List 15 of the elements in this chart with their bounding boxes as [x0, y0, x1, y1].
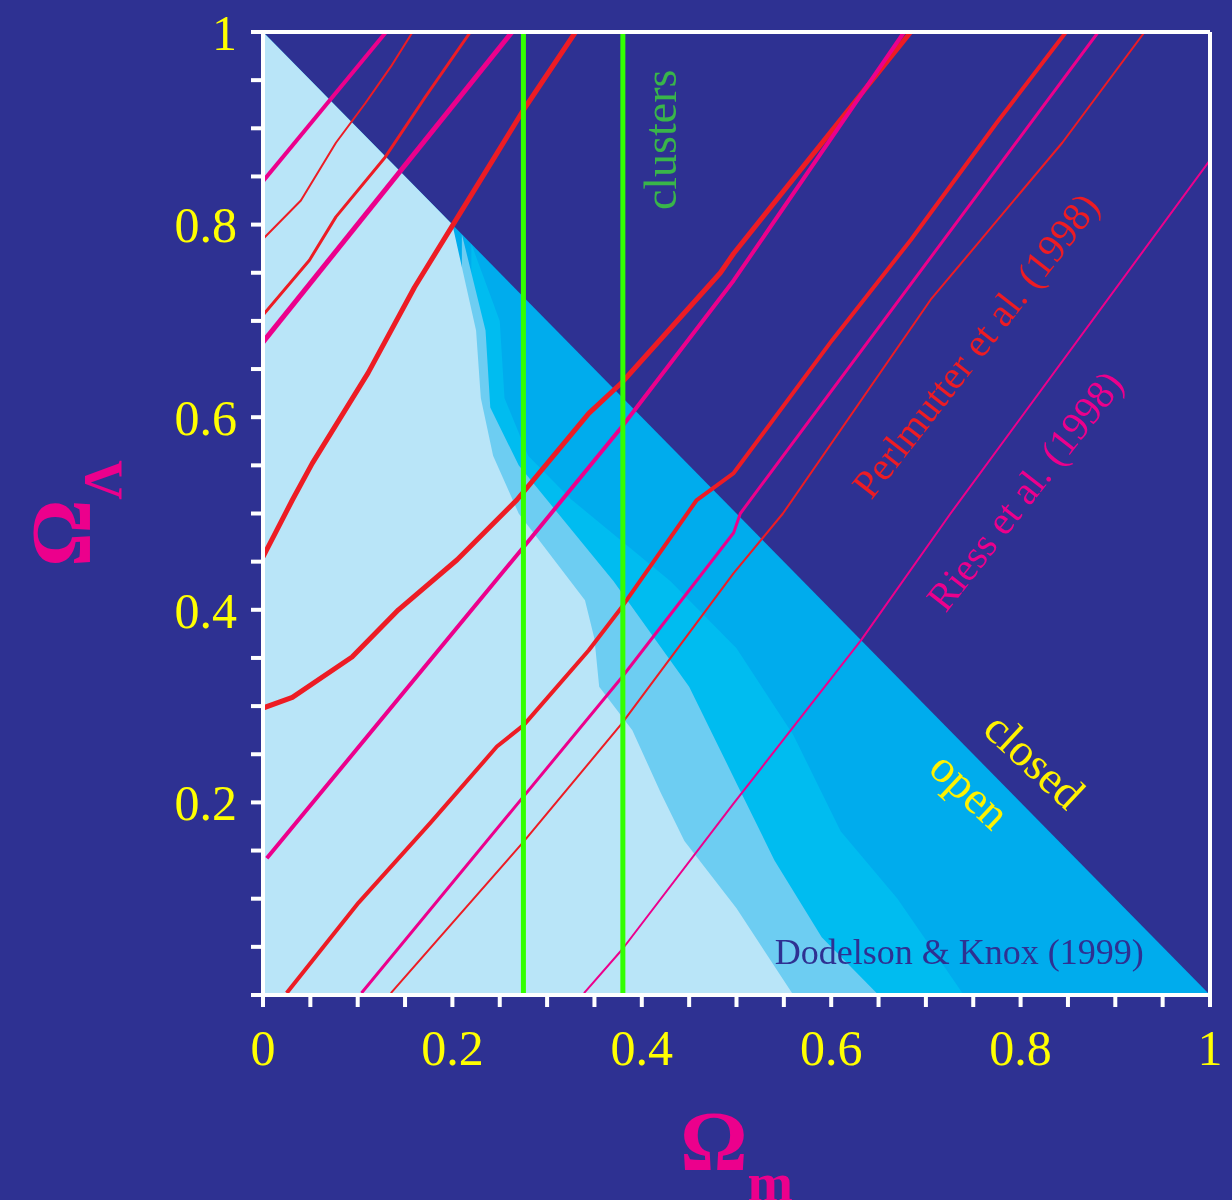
x-tick-label: 0.2	[421, 1019, 484, 1076]
x-axis-title: Ω$_{m}$	[680, 1095, 793, 1200]
y-tick-label: 0.2	[174, 775, 237, 832]
line-series	[263, 32, 414, 241]
y-tick-label: 0.6	[174, 389, 237, 446]
y-tick-label: 0.8	[174, 197, 237, 254]
y-tick-label: 0.4	[174, 582, 237, 639]
line-series	[263, 32, 472, 317]
x-tick-label: 1	[1197, 1019, 1223, 1076]
y-tick-label: 1	[212, 4, 237, 61]
x-tick-label: 0.6	[799, 1019, 863, 1076]
x-tick-label: 0	[250, 1019, 276, 1076]
x-tick-label: 0.4	[610, 1019, 674, 1076]
x-tick-label: 0.8	[989, 1019, 1052, 1076]
annotation: clusters	[634, 69, 686, 211]
